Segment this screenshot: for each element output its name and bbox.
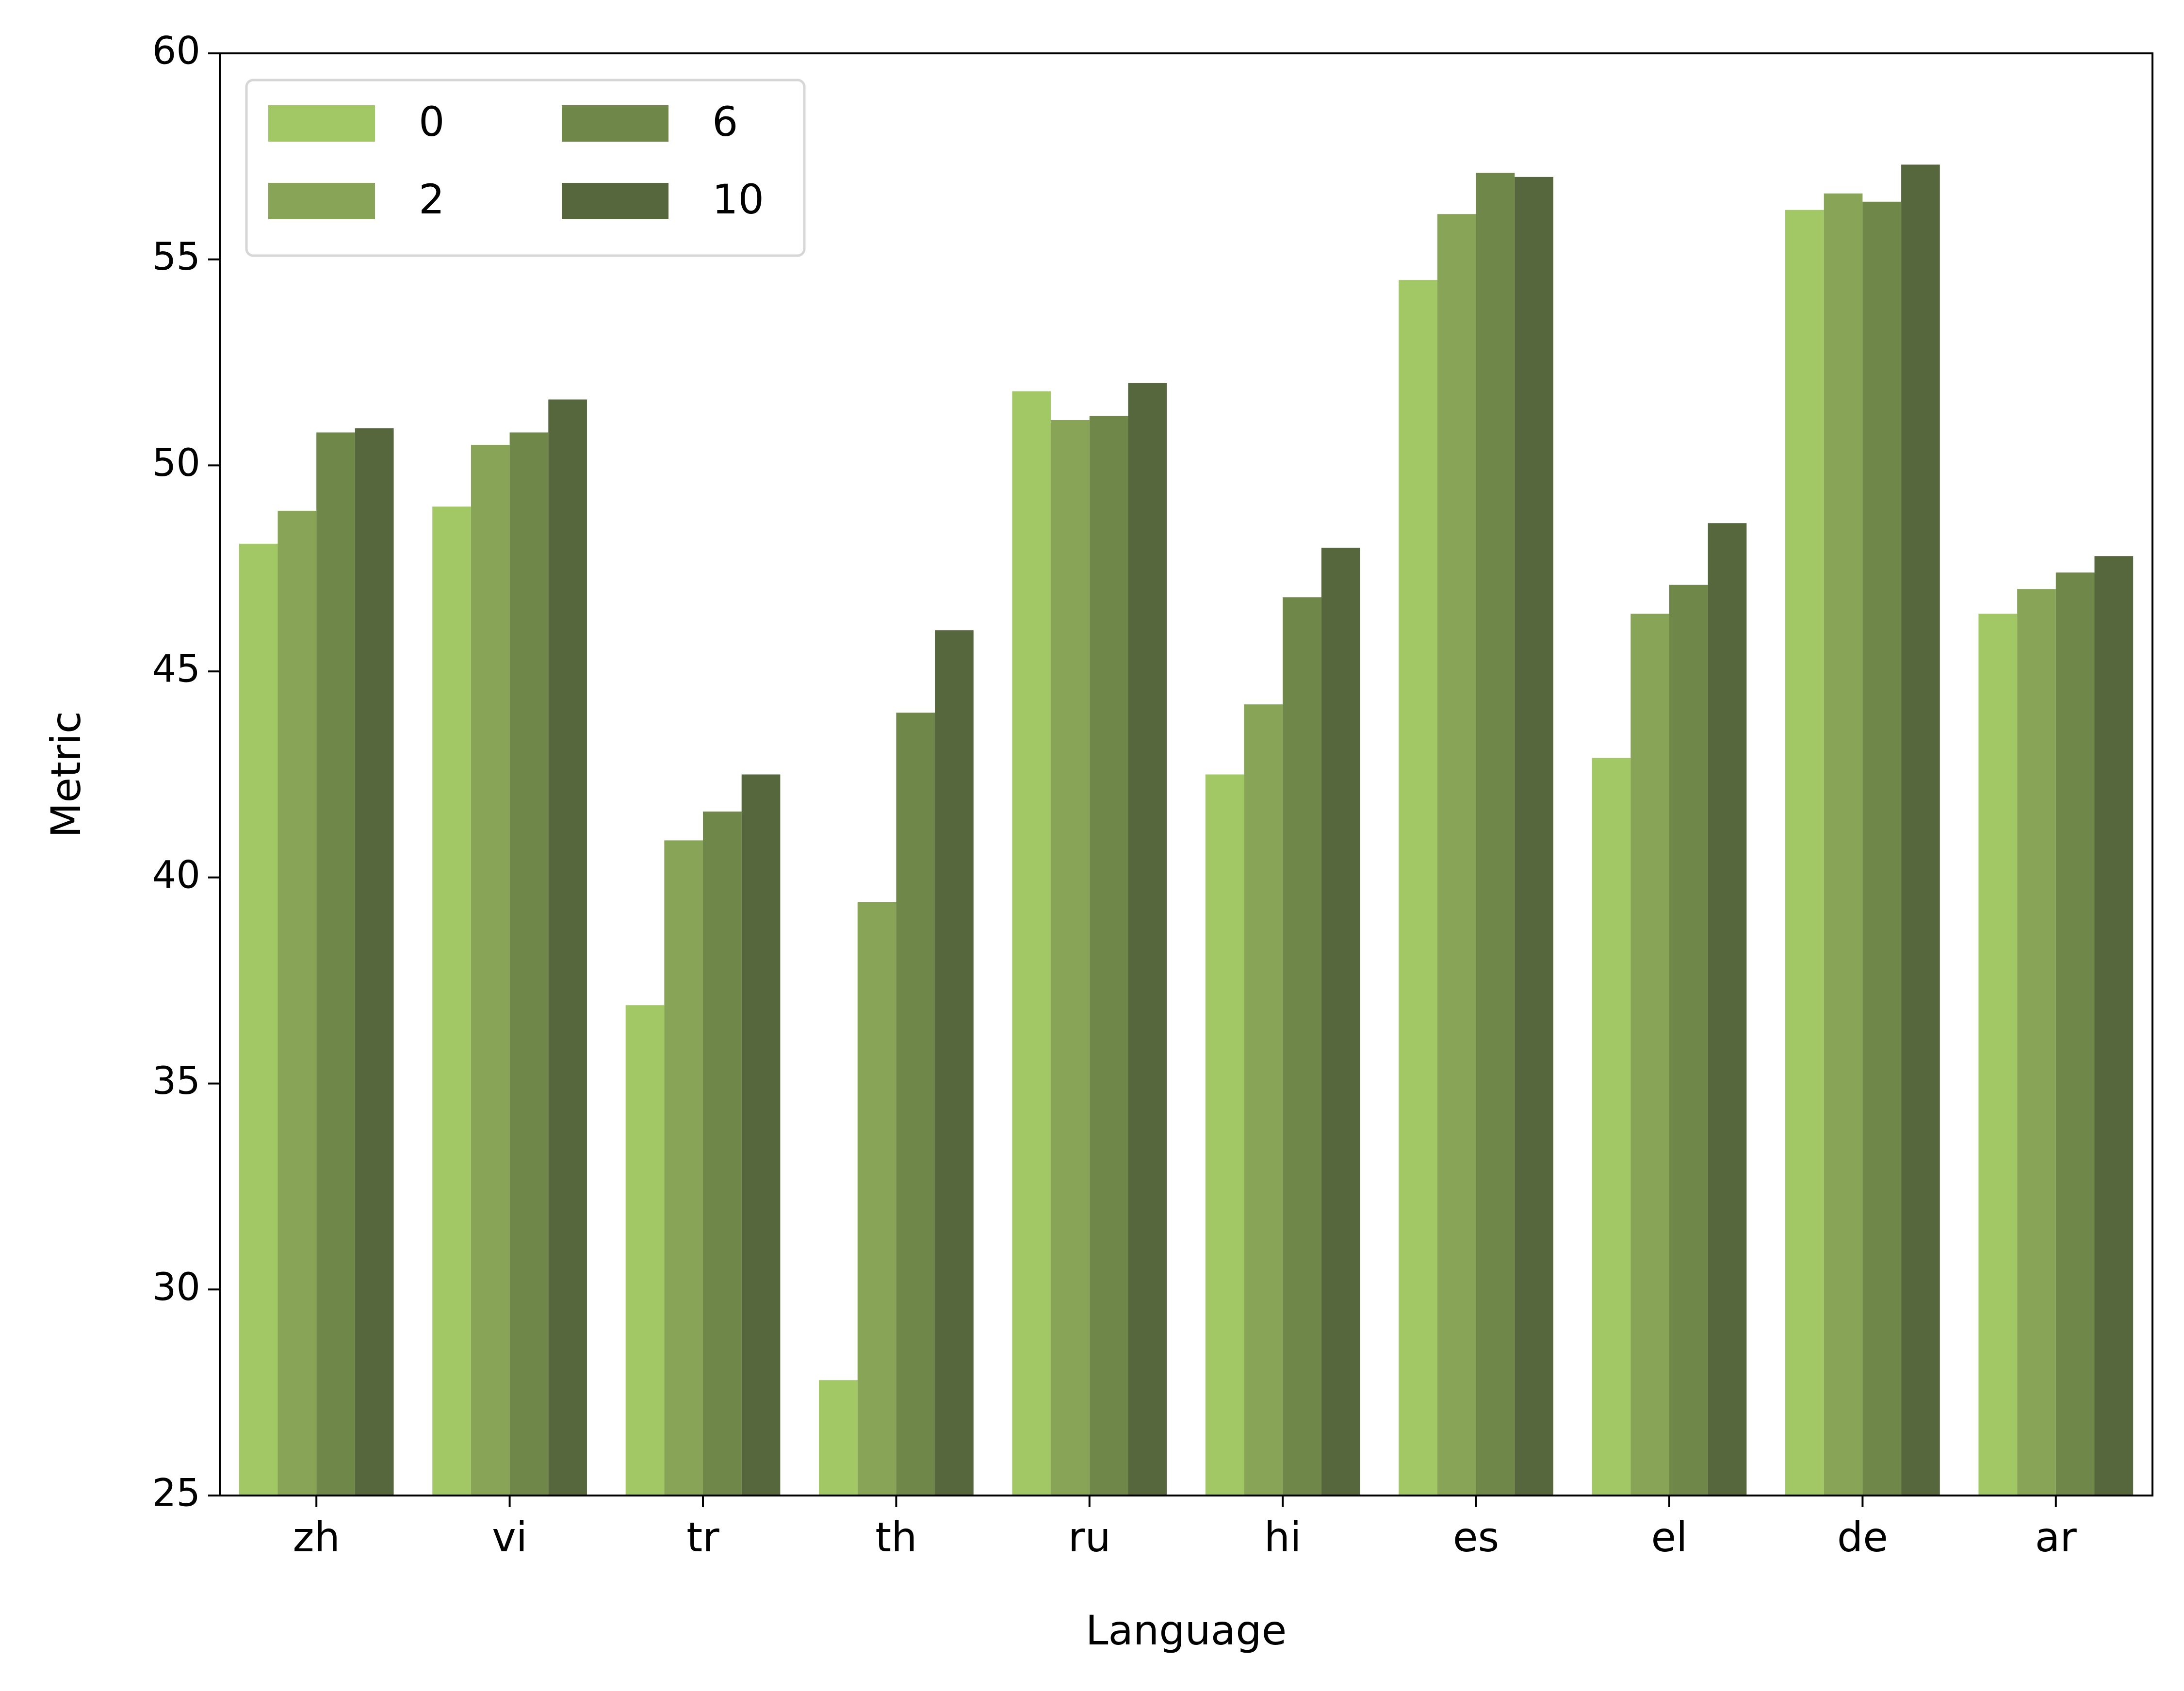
legend-swatch-0 <box>268 105 375 142</box>
bar-ar-series-0 <box>1978 614 2018 1496</box>
bar-es-series-2 <box>1437 214 1476 1496</box>
bar-vi-series-6 <box>509 432 549 1496</box>
x-tick-label-de: de <box>1837 1513 1888 1561</box>
y-tick-label: 50 <box>152 441 200 485</box>
bar-tr-series-10 <box>741 774 781 1496</box>
legend: 0 2 6 10 <box>245 79 806 257</box>
x-tick-label-el: el <box>1651 1513 1687 1561</box>
legend-swatch-10 <box>562 183 668 219</box>
bar-hi-series-0 <box>1205 774 1244 1496</box>
bar-el-series-10 <box>1708 523 1747 1496</box>
x-tick-label-tr: tr <box>686 1513 719 1561</box>
x-axis-label: Language <box>1086 1607 1287 1654</box>
bar-ru-series-6 <box>1089 416 1128 1496</box>
bar-tr-series-0 <box>625 1005 665 1496</box>
y-tick-label: 35 <box>152 1059 200 1103</box>
x-tick-label-ar: ar <box>2035 1513 2077 1561</box>
bar-ar-series-10 <box>2094 556 2134 1496</box>
bar-ru-series-0 <box>1012 391 1051 1496</box>
x-tick-label-zh: zh <box>293 1513 340 1561</box>
y-tick-label: 30 <box>152 1266 200 1309</box>
bar-th-series-2 <box>857 902 896 1496</box>
x-tick-label-vi: vi <box>492 1513 527 1561</box>
legend-label-6: 6 <box>712 98 738 146</box>
legend-label-10: 10 <box>712 176 764 223</box>
bar-de-series-2 <box>1824 193 1863 1496</box>
legend-label-2: 2 <box>419 176 444 223</box>
bar-vi-series-2 <box>471 444 510 1496</box>
bar-ar-series-2 <box>2017 589 2056 1496</box>
bar-el-series-6 <box>1669 585 1708 1496</box>
bar-hi-series-6 <box>1283 597 1321 1496</box>
bar-vi-series-10 <box>548 399 587 1496</box>
y-tick-label: 40 <box>152 853 200 897</box>
bar-el-series-2 <box>1630 614 1669 1496</box>
x-tick-label-th: th <box>875 1513 917 1561</box>
bar-de-series-10 <box>1901 164 1940 1496</box>
bar-es-series-0 <box>1399 280 1437 1496</box>
legend-label-0: 0 <box>419 98 444 146</box>
bar-hi-series-2 <box>1244 704 1283 1496</box>
bar-zh-series-0 <box>239 543 278 1496</box>
y-tick-label: 60 <box>152 29 200 73</box>
legend-swatch-2 <box>268 183 375 219</box>
y-tick-label: 25 <box>152 1471 200 1515</box>
bar-tr-series-6 <box>703 811 742 1496</box>
bar-zh-series-2 <box>277 510 317 1496</box>
bar-hi-series-10 <box>1321 548 1360 1496</box>
y-tick-label: 55 <box>152 235 200 279</box>
bar-ar-series-6 <box>2055 572 2095 1496</box>
plot-frame <box>219 52 2153 1496</box>
x-tick-label-ru: ru <box>1068 1513 1111 1561</box>
bar-th-series-6 <box>896 713 935 1496</box>
bar-es-series-10 <box>1515 177 1553 1496</box>
bar-tr-series-2 <box>664 840 703 1496</box>
bar-zh-series-6 <box>316 432 355 1496</box>
bar-de-series-6 <box>1862 201 1902 1496</box>
bar-th-series-0 <box>819 1380 858 1496</box>
x-tick-label-hi: hi <box>1264 1513 1302 1561</box>
bar-ru-series-10 <box>1128 383 1167 1496</box>
bar-th-series-10 <box>935 630 974 1496</box>
bar-zh-series-10 <box>355 428 394 1496</box>
y-tick-label: 45 <box>152 648 200 691</box>
legend-swatch-6 <box>562 105 668 142</box>
bar-vi-series-0 <box>432 506 471 1496</box>
bar-es-series-6 <box>1476 173 1515 1496</box>
y-axis-label: Metric <box>42 711 90 838</box>
bars-layer <box>239 164 2134 1496</box>
bar-ru-series-2 <box>1051 420 1090 1496</box>
x-tick-label-es: es <box>1453 1513 1499 1561</box>
bar-de-series-0 <box>1785 210 1824 1496</box>
bar-el-series-0 <box>1592 758 1631 1496</box>
